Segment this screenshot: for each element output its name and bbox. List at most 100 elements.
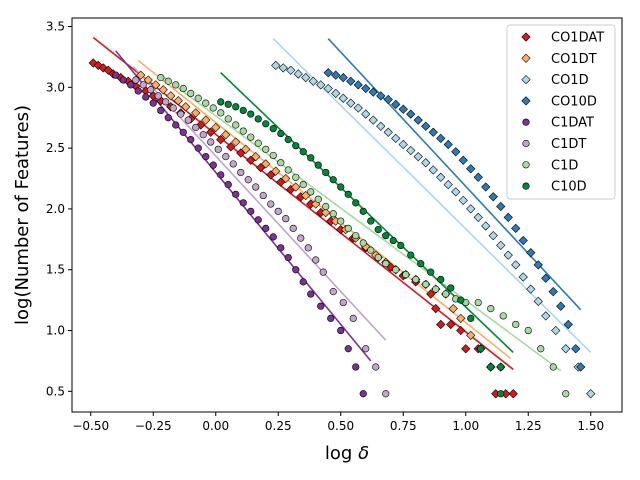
point-co1dat bbox=[461, 344, 471, 354]
point-c1d bbox=[392, 266, 400, 274]
point-c1dt bbox=[267, 200, 275, 208]
y-tick-label: 1.0 bbox=[46, 324, 65, 338]
point-co1d bbox=[551, 325, 561, 336]
point-co10d bbox=[496, 201, 506, 212]
point-c1dat bbox=[359, 390, 367, 398]
point-c10d bbox=[254, 115, 262, 123]
point-c1d bbox=[247, 133, 255, 141]
point-c1dat bbox=[187, 136, 195, 144]
point-c1dat bbox=[292, 266, 300, 274]
point-c1d bbox=[382, 260, 390, 268]
legend-label-c1dat: C1DAT bbox=[551, 116, 594, 131]
y-tick-label: 3.0 bbox=[46, 80, 65, 94]
point-c1dat bbox=[119, 76, 127, 84]
point-co1dat bbox=[508, 389, 518, 399]
y-axis-ticks: 0.5 1.0 1.5 2.0 2.5 3.0 3.5 bbox=[46, 20, 72, 398]
point-c10d bbox=[224, 100, 232, 108]
point-c10d bbox=[382, 232, 390, 240]
y-tick-label: 0.5 bbox=[46, 384, 65, 398]
point-co10d bbox=[406, 109, 416, 119]
point-co1dt bbox=[181, 102, 191, 112]
point-co1d bbox=[278, 63, 288, 73]
point-co10d bbox=[533, 260, 543, 270]
point-c10d bbox=[407, 251, 415, 259]
series-co10d bbox=[323, 68, 586, 372]
point-c1dat bbox=[247, 207, 255, 215]
legend-marker-co10d bbox=[521, 96, 531, 106]
x-tick-label: 0.75 bbox=[390, 419, 417, 433]
point-co10d bbox=[458, 155, 468, 165]
point-c10d bbox=[299, 148, 307, 156]
point-c1d bbox=[474, 298, 482, 307]
point-c1d bbox=[359, 239, 367, 247]
point-c1dat bbox=[209, 161, 217, 169]
point-co1dt bbox=[136, 70, 146, 80]
point-c1dt bbox=[222, 153, 230, 161]
point-co10d bbox=[576, 362, 586, 372]
point-co1dt bbox=[251, 152, 261, 162]
point-co1d bbox=[586, 389, 596, 399]
legend-label-c1dt: C1DT bbox=[551, 137, 586, 152]
point-co1dt bbox=[466, 330, 476, 341]
point-c1d bbox=[172, 81, 180, 89]
point-co1d bbox=[561, 344, 571, 354]
point-co1d bbox=[428, 165, 438, 175]
point-co1d bbox=[323, 83, 333, 94]
legend-label-co1dat: CO1DAT bbox=[551, 31, 604, 46]
point-co10d bbox=[346, 76, 356, 86]
point-c1d bbox=[202, 99, 210, 107]
point-co10d bbox=[563, 319, 573, 330]
legend-marker-c1d bbox=[522, 161, 530, 169]
legend-label-co10d: CO10D bbox=[551, 94, 597, 109]
point-c1d bbox=[499, 312, 507, 320]
point-c10d bbox=[389, 236, 397, 245]
point-co1d bbox=[353, 103, 363, 113]
legend: CO1DAT CO1DT CO1D CO10D C1DAT C1DT C1D C10D bbox=[506, 24, 616, 200]
point-c1dt bbox=[162, 98, 170, 106]
point-co1d bbox=[533, 296, 543, 306]
point-c10d bbox=[344, 190, 352, 198]
point-c1d bbox=[284, 166, 292, 174]
point-c10d bbox=[397, 241, 405, 250]
point-c1d bbox=[194, 94, 202, 102]
x-tick-label: 0.00 bbox=[202, 419, 229, 433]
point-co1dat bbox=[226, 142, 236, 152]
point-co1dt bbox=[321, 207, 331, 218]
point-c10d bbox=[457, 296, 465, 304]
point-c1dat bbox=[239, 199, 247, 207]
point-co1d bbox=[436, 172, 446, 182]
point-c1dt bbox=[289, 224, 297, 232]
point-co10d bbox=[331, 70, 341, 80]
point-c1d bbox=[524, 326, 532, 335]
point-co1d bbox=[308, 76, 318, 86]
axes-frame bbox=[71, 17, 623, 413]
point-co10d bbox=[413, 115, 423, 125]
point-c10d bbox=[352, 199, 360, 207]
point-c1d bbox=[277, 159, 285, 167]
point-c1dat bbox=[142, 93, 150, 101]
point-c1d bbox=[157, 73, 165, 82]
point-c1dt bbox=[304, 244, 312, 252]
point-co10d bbox=[451, 147, 461, 157]
point-c10d bbox=[232, 103, 240, 111]
point-c1d bbox=[262, 145, 270, 153]
point-co1d bbox=[376, 121, 386, 131]
point-c1dt bbox=[349, 314, 357, 322]
point-co1d bbox=[338, 93, 348, 103]
point-co1d bbox=[421, 158, 431, 168]
point-co1d bbox=[293, 69, 303, 79]
point-c10d bbox=[247, 110, 255, 118]
point-c1dt bbox=[177, 110, 185, 118]
point-c1dt bbox=[132, 76, 140, 84]
point-c1dt bbox=[259, 191, 267, 200]
point-c1d bbox=[402, 270, 410, 279]
point-co10d bbox=[398, 104, 408, 114]
point-co10d bbox=[541, 273, 551, 283]
point-c1d bbox=[442, 290, 450, 298]
point-c1d bbox=[562, 390, 570, 398]
point-co1d bbox=[541, 311, 551, 321]
point-c10d bbox=[437, 275, 445, 284]
point-co1dat bbox=[216, 134, 226, 145]
y-tick-label: 2.5 bbox=[46, 141, 65, 155]
point-co1dt bbox=[191, 108, 201, 118]
